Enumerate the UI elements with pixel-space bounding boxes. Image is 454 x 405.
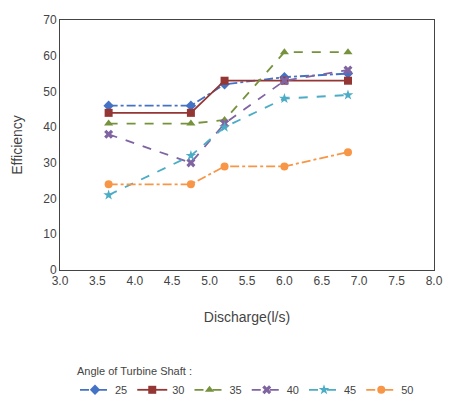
svg-text:50: 50: [401, 384, 413, 396]
svg-text:Angle of Turbine Shaft :: Angle of Turbine Shaft :: [77, 365, 192, 377]
svg-text:60: 60: [43, 49, 57, 63]
svg-text:3.0: 3.0: [52, 274, 69, 288]
svg-text:25: 25: [115, 384, 127, 396]
svg-text:10: 10: [43, 227, 57, 241]
svg-text:Discharge(l/s): Discharge(l/s): [204, 309, 290, 325]
svg-text:20: 20: [43, 192, 57, 206]
svg-text:70: 70: [43, 13, 57, 27]
svg-text:8.0: 8.0: [426, 274, 443, 288]
svg-text:40: 40: [43, 120, 57, 134]
svg-text:7.0: 7.0: [351, 274, 368, 288]
svg-text:0: 0: [50, 263, 57, 277]
svg-text:30: 30: [172, 384, 184, 396]
svg-text:3.5: 3.5: [89, 274, 106, 288]
svg-text:5.5: 5.5: [239, 274, 256, 288]
svg-text:4.5: 4.5: [164, 274, 181, 288]
svg-text:35: 35: [230, 384, 242, 396]
svg-text:4.0: 4.0: [126, 274, 143, 288]
svg-text:7.5: 7.5: [388, 274, 405, 288]
svg-text:Efficiency: Efficiency: [9, 115, 25, 175]
svg-text:30: 30: [43, 156, 57, 170]
svg-text:6.0: 6.0: [276, 274, 293, 288]
svg-text:5.0: 5.0: [201, 274, 218, 288]
svg-text:50: 50: [43, 85, 57, 99]
svg-text:40: 40: [287, 384, 299, 396]
svg-text:45: 45: [344, 384, 356, 396]
svg-text:6.5: 6.5: [313, 274, 330, 288]
